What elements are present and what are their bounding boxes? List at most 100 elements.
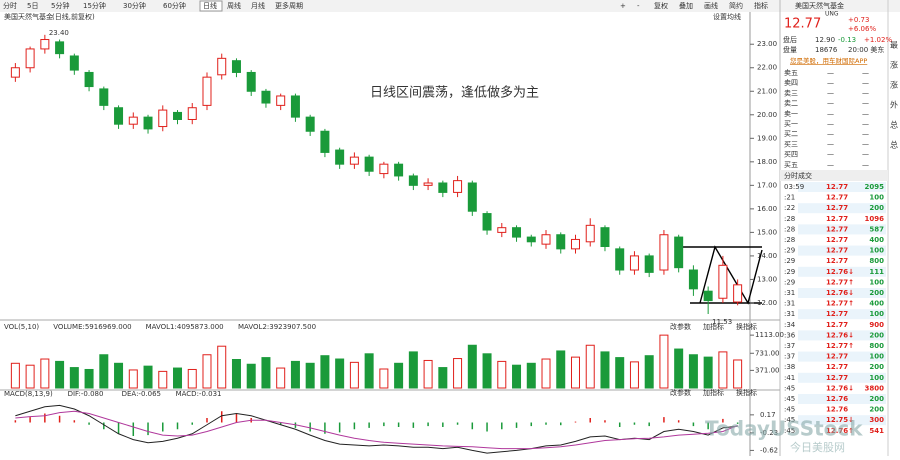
after-change: -0.13	[838, 36, 856, 44]
trade-time: :38	[784, 363, 795, 371]
indicator-button[interactable]: 加指标	[703, 322, 724, 331]
book-label: 卖三	[784, 89, 798, 97]
volume-bar	[173, 367, 183, 389]
candle-body	[644, 255, 654, 273]
toolbar-button[interactable]: 叠加	[679, 1, 693, 10]
trade-price: 12.76	[826, 406, 848, 414]
y-tick-label: -0.23	[760, 429, 778, 437]
volume-bar	[570, 356, 580, 389]
toolbar-tab[interactable]: 分时	[3, 1, 17, 10]
y-tick-label: 17.00	[757, 181, 777, 189]
trade-row-bg	[798, 298, 886, 309]
macd-header: MACD(8,13,9)	[4, 390, 53, 398]
toolbar-button[interactable]: +	[620, 2, 626, 10]
book-size: —	[862, 79, 869, 87]
candle-body	[556, 234, 566, 250]
volume-bar	[55, 360, 65, 389]
indicator-button[interactable]: 改参数	[670, 322, 691, 331]
volume-bar	[394, 362, 404, 389]
candle-body	[453, 180, 463, 193]
trade-price: 12.77	[826, 236, 848, 244]
toolbar-tab[interactable]: 5日	[27, 2, 38, 10]
trade-time: :28	[784, 225, 795, 233]
volume-label: 盘量	[783, 45, 797, 54]
candle-body	[114, 107, 124, 125]
volume-bar	[585, 344, 595, 389]
volume-bar	[733, 359, 743, 389]
indicator-button[interactable]: 改参数	[670, 388, 691, 397]
toolbar-button[interactable]: 复权	[654, 1, 668, 10]
trade-volume: 900	[869, 321, 884, 329]
toolbar-tab[interactable]: 周线	[227, 1, 241, 10]
toolbar-tab[interactable]: 15分钟	[83, 1, 106, 10]
trade-time: :29	[784, 268, 795, 276]
book-size: —	[862, 120, 869, 128]
volume-bar	[276, 367, 286, 389]
candle-body	[69, 55, 79, 71]
candle-body	[526, 236, 536, 243]
max-label: 23.40	[49, 29, 69, 37]
volume-bar	[600, 351, 610, 389]
volume-bar	[231, 359, 241, 389]
trade-time: :29	[784, 278, 795, 286]
book-size: —	[862, 89, 869, 97]
trade-price: 12.77	[826, 194, 848, 202]
volume-bar	[497, 360, 507, 389]
trade-time: :45	[784, 384, 795, 392]
chart-subtitle: (日线,前复权)	[52, 12, 95, 21]
candle-body	[379, 163, 389, 175]
side-tab: 总	[890, 120, 898, 130]
trade-time: :21	[784, 194, 795, 202]
volume-bar	[644, 355, 654, 389]
candle-body	[246, 71, 256, 92]
trade-price: 12.76↓	[826, 331, 854, 339]
indicator-button[interactable]: 换指标	[736, 388, 757, 397]
book-label: 买四	[784, 151, 798, 159]
trade-time: :34	[784, 321, 796, 329]
toolbar-button[interactable]: 指标	[754, 1, 768, 10]
trade-time: :36	[784, 331, 796, 339]
trade-price: 12.76↓	[826, 289, 854, 297]
macd-header: DEA:-0.065	[122, 390, 161, 398]
candle-body	[217, 57, 227, 76]
trade-volume: 100	[869, 247, 884, 255]
candle-body	[290, 95, 300, 118]
trade-row-bg	[798, 192, 886, 203]
annotation: 日线区间震荡，逢低做多为主	[370, 85, 539, 101]
toolbar-tab[interactable]: 更多周期	[275, 1, 303, 10]
toolbar-tab[interactable]: 60分钟	[163, 1, 186, 10]
trades-header-bg	[780, 170, 888, 181]
trade-price: 12.77	[826, 225, 848, 233]
toolbar-button[interactable]: -	[637, 2, 640, 10]
volume-bar	[202, 354, 212, 389]
toolbar-tab[interactable]: 月线	[251, 1, 265, 10]
candle-body	[55, 41, 65, 55]
book-label: 买一	[784, 120, 798, 128]
y-tick-label: 371.00	[755, 366, 780, 374]
min-label: 11.53	[712, 318, 732, 326]
setting-label[interactable]: 设置均线	[713, 12, 741, 21]
trade-volume: 100	[869, 310, 884, 318]
change-pct: +6.06%	[848, 25, 876, 33]
toolbar-tab[interactable]: 5分钟	[51, 1, 69, 10]
toolbar-tab[interactable]: 30分钟	[123, 1, 146, 10]
book-size: —	[862, 130, 869, 138]
candle-body	[84, 71, 94, 88]
trade-row-bg	[798, 309, 886, 320]
toolbar-tab[interactable]: 日线	[203, 1, 217, 10]
indicator-button[interactable]: 换指标	[736, 322, 757, 331]
toolbar-button[interactable]: 简约	[729, 1, 743, 10]
candle-body	[718, 264, 728, 299]
trade-price: 12.77	[826, 363, 848, 371]
toolbar-button[interactable]: 画线	[704, 1, 718, 10]
trade-time: :37	[784, 342, 795, 350]
trade-row-bg	[798, 203, 886, 214]
macd-header: DIF:-0.080	[68, 390, 104, 398]
book-price: —	[827, 151, 834, 159]
volume-bar	[512, 364, 522, 389]
trade-volume: 200	[869, 395, 884, 403]
candle-body	[231, 60, 241, 73]
trade-time: :31	[784, 310, 795, 318]
trade-price: 12.77	[826, 321, 848, 329]
indicator-button[interactable]: 加指标	[703, 388, 724, 397]
